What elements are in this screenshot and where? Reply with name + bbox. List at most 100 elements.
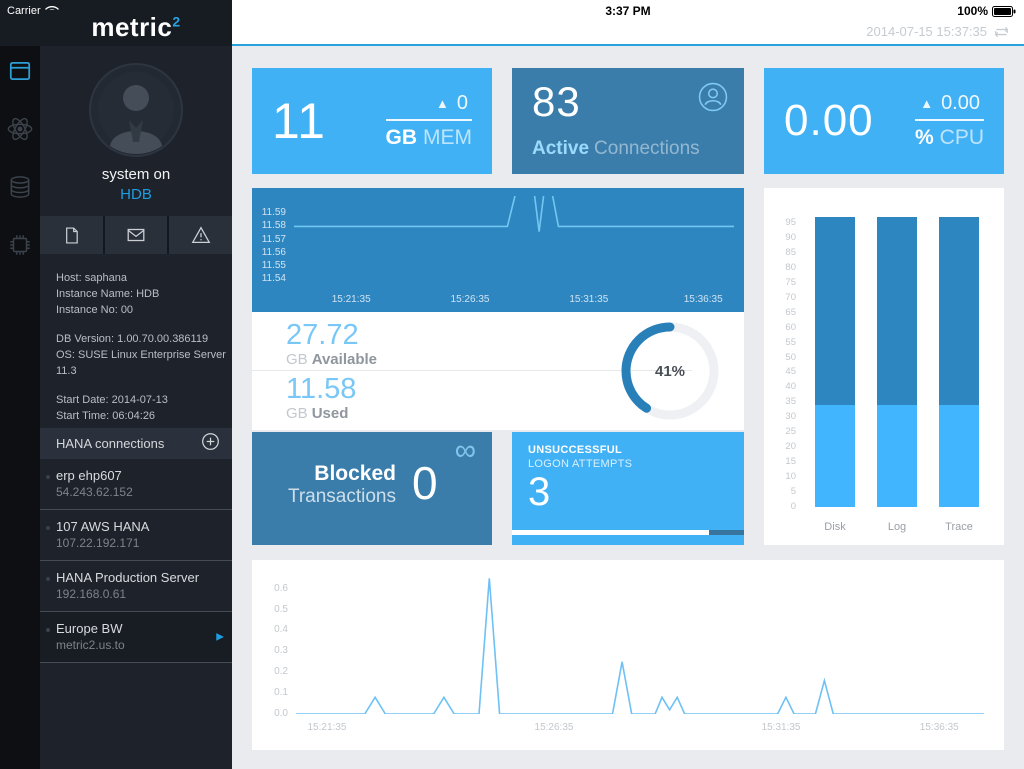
logo-sup: 2: [172, 13, 181, 30]
host-info-line: Instance No: 00: [56, 304, 134, 316]
avatar: [88, 62, 184, 158]
connection-item[interactable]: erp ehp607 54.243.62.152: [40, 459, 232, 510]
axis-label: 95: [785, 216, 796, 228]
status-dot: [46, 577, 50, 581]
person-circle-icon: [696, 80, 730, 119]
connections-label: Connections: [594, 138, 700, 159]
cpu-right-block: ▲ 0.00 % CPU: [914, 92, 984, 150]
axis-label: 70: [785, 291, 796, 303]
chip-icon: [10, 235, 30, 255]
user-system-label: system on: [101, 166, 171, 183]
axis-label: 15:26:35: [534, 722, 574, 733]
axis-label: 35: [785, 396, 796, 408]
axis-label: 5: [790, 486, 796, 498]
tab-warnings[interactable]: [169, 216, 233, 254]
cpu-delta: 0.00: [941, 92, 980, 114]
active-connections-value: 83: [532, 78, 581, 125]
axis-label: 60: [785, 321, 796, 333]
axis-label: 55: [785, 336, 796, 348]
axis-label: 45: [785, 366, 796, 378]
refresh-icon[interactable]: [993, 25, 1010, 39]
host-info-line: Host: saphana: [56, 272, 127, 284]
response-time-chart: 0.6 0.5 0.4 0.3 0.2 0.1 0.0 15:21:35 15:26:35 15:…: [252, 560, 1004, 750]
tile-active-connections[interactable]: 83 Active Connections: [512, 68, 744, 174]
unsuccessful-label: UNSUCCESSFUL: [528, 444, 623, 456]
connection-name: Europe BW: [56, 621, 123, 636]
up-triangle-icon: ▲: [436, 96, 449, 111]
connection-name: 107 AWS HANA: [56, 519, 150, 534]
nav-database-button[interactable]: [0, 166, 40, 208]
axis-label: 85: [785, 246, 796, 258]
axis-label: 11.59: [261, 207, 286, 219]
connection-name: HANA Production Server: [56, 570, 200, 585]
tab-alerts-mail[interactable]: [104, 216, 168, 254]
status-dot: [46, 475, 50, 479]
axis-label: 11.55: [261, 260, 286, 272]
donut-percent-label: 41%: [654, 363, 686, 380]
axis-label: 15:31:35: [569, 294, 609, 305]
axis-label: 10: [785, 471, 796, 483]
nav-hardware-button[interactable]: [0, 224, 40, 266]
axis-label: 0: [790, 501, 796, 512]
cpu-unit: %: [914, 126, 934, 149]
axis-label: 15: [785, 456, 796, 468]
memory-usage-donut: 41%: [620, 321, 720, 421]
axis-label: 20: [785, 441, 796, 453]
axis-label: 0.3: [274, 645, 288, 657]
tile-logon-attempts[interactable]: UNSUCCESSFUL LOGON ATTEMPTS 3: [512, 432, 744, 545]
document-icon: [65, 226, 78, 244]
tile-cpu-kpi[interactable]: 0.00 ▲ 0.00 % CPU: [764, 68, 1004, 174]
axis-label: Disk: [824, 521, 846, 533]
volume-bar-chart: 0 5 10 15 20 25 30 35 40 45 50 55 60 65 70 75 80 85 90 95 Di…: [764, 188, 1004, 545]
connection-address: 192.168.0.61: [56, 587, 127, 601]
blocked-label: Blocked: [314, 462, 396, 485]
connection-address: metric2.us.to: [56, 638, 125, 652]
logon-attempts-value: 3: [528, 470, 551, 514]
memory-right-block: ▲ 0 GB MEM: [385, 92, 472, 150]
envelope-icon: [127, 228, 145, 242]
window-icon: [9, 62, 31, 80]
bar-lower-segment: [815, 405, 855, 507]
status-dot: [46, 526, 50, 530]
status-dot: [46, 628, 50, 632]
carrier-label: Carrier: [7, 5, 41, 17]
host-info-line: Start Date: 2014-07-13: [56, 394, 168, 406]
tab-overview[interactable]: [40, 216, 103, 254]
status-time: 3:37 PM: [605, 4, 651, 18]
connection-item[interactable]: 107 AWS HANA 107.22.192.171: [40, 510, 232, 561]
cpu-value: 0.00: [784, 96, 874, 145]
add-connection-button[interactable]: [201, 432, 220, 456]
tile-memory-kpi[interactable]: 11 ▲ 0 GB MEM: [252, 68, 492, 174]
axis-label: 65: [785, 306, 796, 318]
connection-address: 107.22.192.171: [56, 536, 140, 550]
host-info-line: OS: SUSE Linux Enterprise Server 11.3: [56, 349, 226, 377]
sidebar-content: system on HDB Host: saphana Instance Name…: [40, 46, 233, 769]
nav-services-button[interactable]: [0, 108, 40, 150]
last-refresh-timestamp: 2014-07-15 15:37:35: [866, 24, 987, 39]
axis-label: Trace: [945, 521, 973, 533]
divider: [252, 370, 692, 371]
connection-item[interactable]: Europe BW metric2.us.to ▶: [40, 612, 232, 663]
axis-label: 90: [785, 231, 796, 243]
axis-label: 11.58: [261, 220, 286, 232]
spacer: [56, 318, 226, 331]
tile-blocked-transactions[interactable]: ∞ Blocked Transactions 0: [252, 432, 492, 545]
connection-item[interactable]: HANA Production Server 192.168.0.61: [40, 561, 232, 612]
used-unit: GB: [286, 405, 308, 422]
available-gb-value: 27.72: [286, 319, 359, 351]
axis-label: 0.2: [274, 666, 288, 678]
axis-label: 11.57: [261, 233, 286, 245]
axis-label: 0.0: [274, 708, 288, 719]
atom-icon: [7, 117, 33, 141]
used-label: Used: [311, 405, 349, 422]
bar-lower-segment: [877, 405, 917, 507]
axis-label: 15:21:35: [307, 722, 347, 733]
header-accent-line: [232, 44, 1024, 46]
available-label: Available: [311, 351, 377, 368]
spacer: [56, 379, 226, 392]
hana-connections-header: HANA connections: [40, 428, 232, 459]
memory-line-chart: 11.59 11.58 11.57 11.56 11.55 11.54 15:21:35 15…: [252, 188, 744, 312]
nav-dashboard-button[interactable]: [0, 50, 40, 92]
axis-label: 15:31:35: [761, 722, 801, 733]
